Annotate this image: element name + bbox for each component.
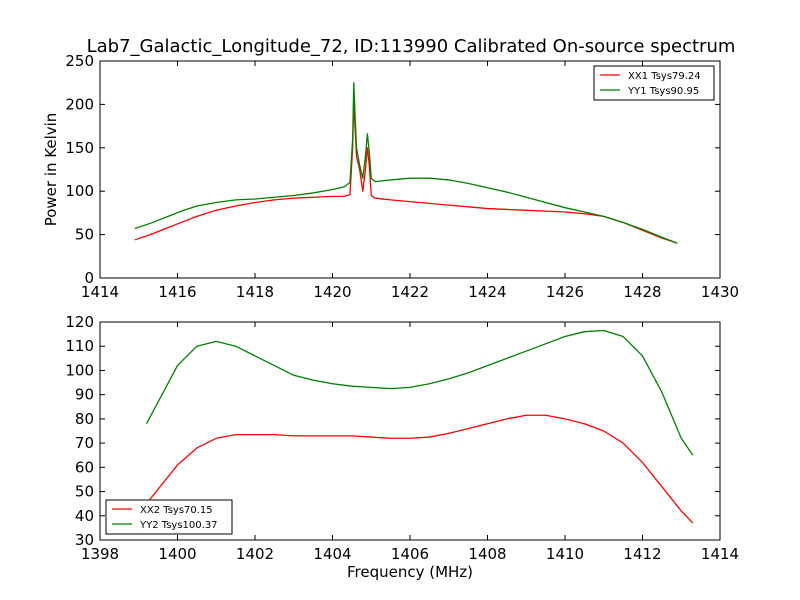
y-tick-label: 0: [84, 269, 94, 287]
series-line-1: [134, 95, 678, 244]
bottom-panel-polarization-2: 1398 1400 1402 1404 1406 1408 1410 1412 1414 30 40…: [65, 313, 739, 581]
y-tick-label: 200: [65, 95, 94, 113]
legend-box: [593, 65, 715, 101]
x-tick-label: 1414: [701, 545, 739, 563]
series-line-2: [134, 82, 678, 244]
series-line-2: [145, 329, 694, 456]
x-tick-label: 1430: [701, 283, 739, 301]
series-line-1: [145, 414, 694, 524]
y-tick-label: 100: [65, 361, 94, 379]
y-tick-label: 50: [75, 483, 94, 501]
legend: XX1 Tsys79.24 YY1 Tsys90.95: [593, 65, 715, 101]
y-tick-label: 60: [75, 458, 94, 476]
x-tick-label: 1416: [158, 283, 196, 301]
legend-label-2: YY2 Tsys100.37: [139, 520, 218, 531]
x-axis-label: Frequency (MHz): [347, 563, 473, 581]
legend-box: [105, 499, 233, 535]
y-tick-label: 30: [75, 531, 94, 549]
y-tick-label: 100: [65, 182, 94, 200]
x-tick-label: 1406: [391, 545, 429, 563]
x-tick-label: 1420: [313, 283, 351, 301]
y-tick-label: 70: [75, 434, 94, 452]
x-tick-label: 1428: [623, 283, 661, 301]
top-panel-polarization-1: 1414 1416 1418 1420 1422 1424 1426 1428 1430 0 50 1…: [42, 52, 739, 301]
x-tick-label: 1422: [391, 283, 429, 301]
legend-label-2: YY1 Tsys90.95: [627, 86, 699, 97]
x-tick-label: 1408: [468, 545, 506, 563]
x-tick-label: 1404: [313, 545, 351, 563]
y-tick-label: 50: [75, 226, 94, 244]
x-tick-label: 1414: [81, 283, 119, 301]
legend: XX2 Tsys70.15 YY2 Tsys100.37: [105, 499, 233, 535]
y-tick-label: 150: [65, 139, 94, 157]
legend-label-1: XX1 Tsys79.24: [628, 71, 701, 82]
y-tick-label: 110: [65, 337, 94, 355]
legend-label-1: XX2 Tsys70.15: [140, 505, 213, 516]
x-tick-label: 1398: [81, 545, 119, 563]
x-tick-label: 1400: [158, 545, 196, 563]
y-tick-label: 40: [75, 507, 94, 525]
figure-title: Lab7_Galactic_Longitude_72, ID:113990 Ca…: [87, 36, 736, 57]
x-tick-label: 1410: [546, 545, 584, 563]
y-axis-label: Power in Kelvin: [42, 113, 60, 227]
x-tick-label: 1418: [236, 283, 274, 301]
y-tick-label: 80: [75, 410, 94, 428]
x-tick-label: 1426: [546, 283, 584, 301]
y-tick-label: 120: [65, 313, 94, 331]
y-tick-label: 90: [75, 386, 94, 404]
x-tick-label: 1412: [623, 545, 661, 563]
x-tick-label: 1402: [236, 545, 274, 563]
y-tick-label: 250: [65, 52, 94, 70]
x-tick-label: 1424: [468, 283, 506, 301]
